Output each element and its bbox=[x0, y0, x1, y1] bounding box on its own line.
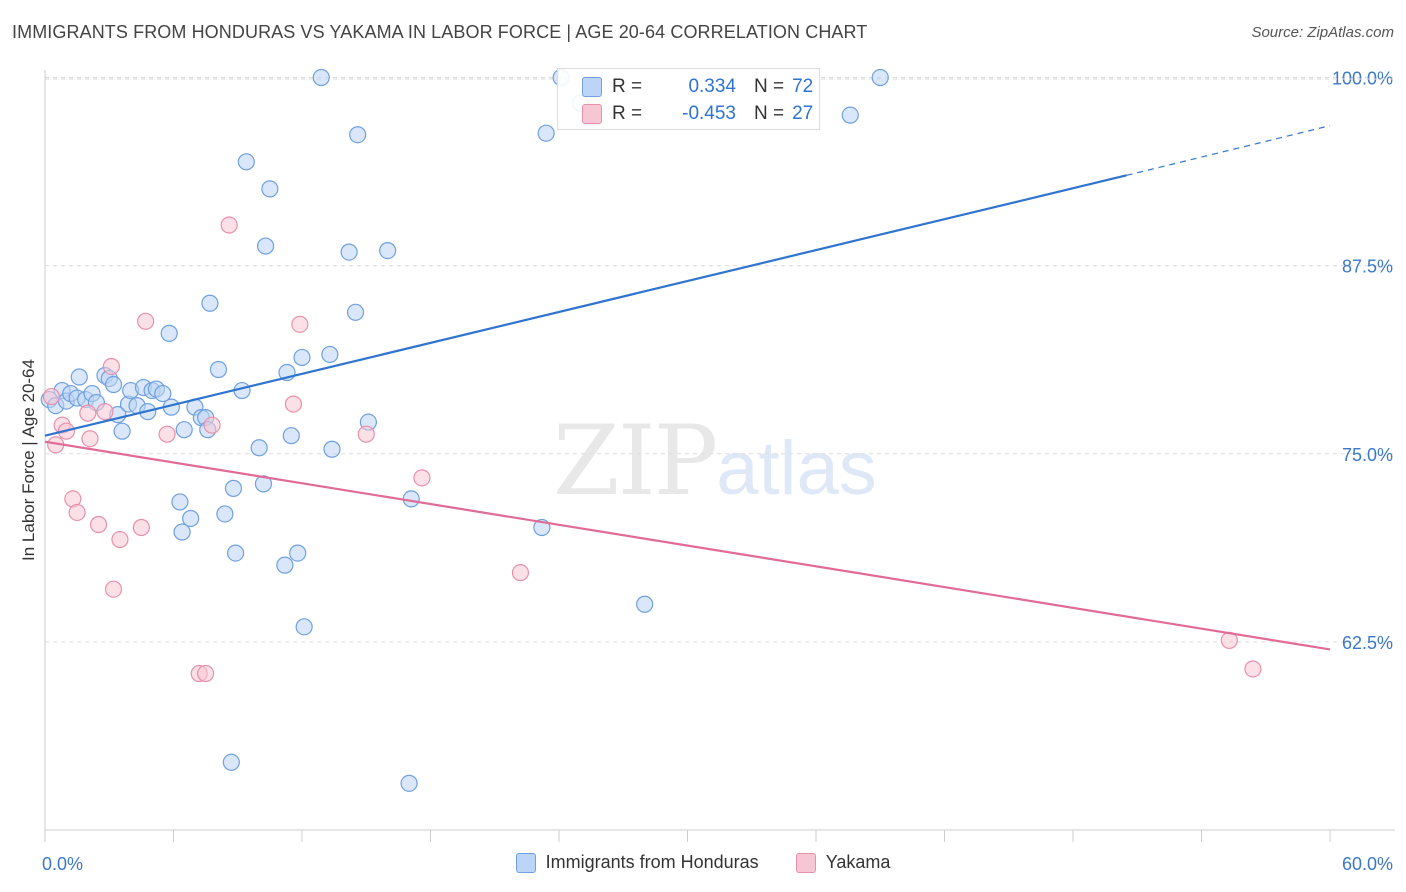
honduras-point bbox=[182, 509, 200, 528]
yakama-point bbox=[89, 515, 108, 534]
yakama-point bbox=[511, 564, 530, 582]
n-label: N = bbox=[754, 76, 785, 97]
honduras-point bbox=[261, 180, 279, 198]
r-value: 0.334 bbox=[688, 76, 736, 97]
r-label: R = bbox=[612, 76, 643, 97]
source-credit: Source: ZipAtlas.com bbox=[1251, 24, 1394, 41]
honduras-point bbox=[841, 106, 859, 124]
yakama-point bbox=[42, 387, 61, 406]
honduras-point bbox=[250, 439, 268, 457]
yakama-point bbox=[137, 312, 155, 330]
r-value: -0.453 bbox=[682, 103, 736, 124]
watermark-zip: ZIP bbox=[553, 405, 718, 517]
stat-row-honduras: R = 0.334 N = 72 bbox=[582, 75, 813, 99]
honduras-point bbox=[256, 237, 275, 255]
yakama-point bbox=[96, 403, 114, 421]
yakama-point bbox=[291, 315, 309, 333]
legend-label-honduras: Immigrants from Honduras bbox=[545, 852, 759, 872]
honduras-point bbox=[276, 556, 294, 574]
yakama-point bbox=[284, 395, 303, 413]
yakama-trend-line bbox=[44, 440, 1331, 651]
n-value: 72 bbox=[792, 76, 814, 97]
honduras-point bbox=[312, 68, 330, 87]
honduras-legend-swatch bbox=[515, 852, 536, 873]
y-tick-label: 62.5% bbox=[1342, 633, 1393, 653]
honduras-point bbox=[289, 544, 307, 562]
honduras-point bbox=[171, 493, 189, 511]
legend-item-honduras[interactable]: Immigrants from Honduras bbox=[515, 852, 759, 873]
honduras-point bbox=[201, 294, 219, 312]
honduras-point bbox=[173, 523, 191, 541]
x-tick-label: 0.0% bbox=[42, 854, 83, 874]
yakama-legend-swatch bbox=[795, 852, 816, 873]
yakama-point bbox=[79, 404, 97, 422]
honduras-point bbox=[400, 774, 418, 792]
honduras-point bbox=[636, 595, 654, 613]
r-label: R = bbox=[612, 103, 643, 124]
yakama-point bbox=[158, 425, 176, 443]
y-tick-label: 87.5% bbox=[1342, 257, 1393, 277]
honduras-point bbox=[113, 422, 131, 440]
legend-item-yakama[interactable]: Yakama bbox=[795, 852, 891, 873]
x-tick-label: 60.0% bbox=[1342, 854, 1393, 874]
honduras-point bbox=[237, 153, 255, 171]
honduras-point bbox=[104, 375, 123, 394]
bottom-legend: Immigrants from Honduras Yakama bbox=[0, 852, 1406, 878]
honduras-point bbox=[224, 479, 243, 497]
honduras-point bbox=[321, 345, 339, 364]
honduras-point bbox=[222, 753, 240, 771]
yakama-point bbox=[413, 469, 431, 487]
honduras-point bbox=[379, 241, 397, 260]
chart-title: IMMIGRANTS FROM HONDURAS VS YAKAMA IN LA… bbox=[12, 22, 868, 42]
honduras-point bbox=[175, 421, 193, 439]
n-value: 27 bbox=[792, 103, 814, 124]
honduras-point bbox=[295, 618, 313, 636]
honduras-point bbox=[537, 124, 555, 142]
yakama-point bbox=[102, 357, 120, 376]
legend-label-yakama: Yakama bbox=[825, 852, 891, 872]
yakama-point bbox=[132, 518, 150, 537]
honduras-point bbox=[70, 368, 88, 386]
yakama-point bbox=[104, 580, 123, 598]
yakama-point bbox=[111, 530, 129, 549]
yakama-point bbox=[81, 430, 99, 448]
honduras-trend-line bbox=[44, 174, 1127, 437]
honduras-swatch bbox=[582, 77, 602, 97]
honduras-point bbox=[209, 360, 228, 379]
honduras-point bbox=[293, 348, 311, 367]
y-axis-label: In Labor Force | Age 20-64 bbox=[19, 359, 38, 561]
yakama-point bbox=[68, 503, 86, 522]
honduras-point bbox=[154, 384, 172, 403]
honduras-point bbox=[160, 324, 178, 342]
yakama-point bbox=[220, 216, 238, 234]
honduras-point bbox=[871, 68, 889, 87]
honduras-point bbox=[349, 126, 367, 144]
watermark: ZIPatlas bbox=[553, 405, 877, 517]
honduras-point bbox=[340, 243, 358, 261]
honduras-point bbox=[282, 427, 300, 445]
honduras-point bbox=[216, 505, 234, 523]
y-tick-label: 75.0% bbox=[1342, 445, 1393, 465]
yakama-point bbox=[197, 664, 215, 683]
honduras-point bbox=[323, 440, 341, 458]
yakama-swatch bbox=[582, 104, 602, 124]
yakama-point bbox=[1244, 660, 1262, 678]
watermark-atlas: atlas bbox=[716, 426, 877, 511]
honduras-point bbox=[227, 544, 245, 562]
stat-row-yakama: R = -0.453 N = 27 bbox=[582, 102, 813, 126]
yakama-point bbox=[357, 425, 375, 443]
n-label: N = bbox=[754, 103, 785, 124]
honduras-trend-extension bbox=[1126, 125, 1331, 176]
yakama-point bbox=[203, 416, 221, 434]
honduras-point bbox=[346, 303, 365, 321]
stats-legend: R = 0.334 N = 72 R = -0.453 N = 27 bbox=[557, 68, 820, 130]
honduras-point bbox=[254, 475, 273, 493]
y-tick-label: 100.0% bbox=[1332, 69, 1393, 89]
